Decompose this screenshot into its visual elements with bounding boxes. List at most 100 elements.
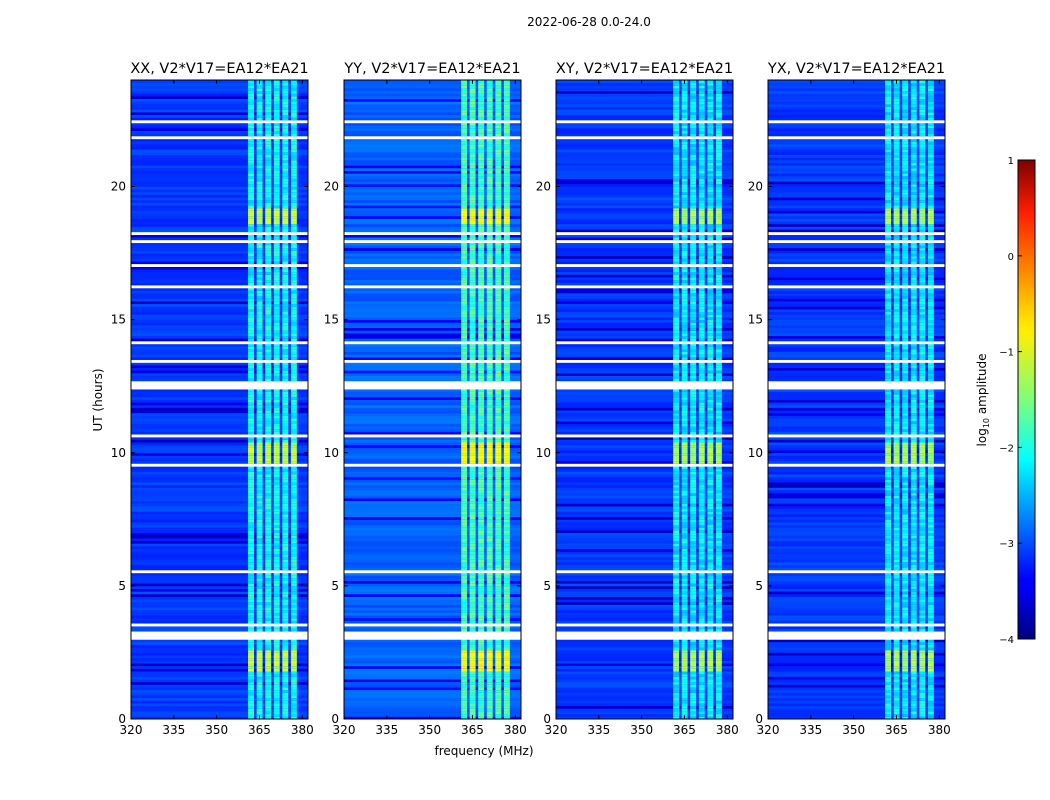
rfi-cell <box>503 657 510 661</box>
rfi-cell <box>503 141 510 145</box>
rfi-cell <box>495 101 502 105</box>
row-cell <box>556 356 733 360</box>
rfi-cell <box>461 484 468 488</box>
flagged-row <box>131 631 308 635</box>
rfi-cell <box>707 354 714 358</box>
row-cell <box>344 127 521 131</box>
rfi-cell <box>461 665 468 669</box>
rfi-cell <box>265 122 272 126</box>
rfi-cell <box>248 319 255 323</box>
rfi-cell <box>282 655 289 659</box>
rfi-cell <box>715 170 722 174</box>
rfi-cell <box>503 205 510 209</box>
rfi-cell <box>495 370 502 374</box>
rfi-cell <box>503 295 510 299</box>
rfi-cell <box>256 109 263 113</box>
row-cell <box>556 343 733 347</box>
rfi-cell <box>256 394 263 398</box>
rfi-cell <box>290 415 297 419</box>
row-cell <box>344 367 521 371</box>
rfi-cell <box>707 716 714 720</box>
rfi-cell <box>265 703 272 707</box>
rfi-cell <box>290 303 297 307</box>
rfi-cell <box>248 553 255 557</box>
rfi-cell <box>690 101 697 105</box>
rfi-cell <box>698 170 705 174</box>
figure-title: 2022-06-28 0.0-24.0 <box>527 15 651 29</box>
row-cell <box>556 229 733 233</box>
rfi-cell <box>698 535 705 539</box>
row-cell <box>131 269 308 273</box>
rfi-cell <box>469 625 476 629</box>
row-cell <box>344 700 521 704</box>
rfi-cell <box>469 543 476 547</box>
rfi-cell <box>248 293 255 297</box>
rfi-cell <box>503 561 510 565</box>
rfi-cell <box>715 103 722 108</box>
rfi-cell <box>690 146 697 150</box>
rfi-cell <box>698 314 705 318</box>
row-cell <box>556 607 733 611</box>
rfi-cell <box>469 322 476 326</box>
rfi-cell <box>290 173 297 177</box>
rfi-cell <box>273 639 280 643</box>
rfi-cell <box>495 87 502 92</box>
rfi-cell <box>256 343 263 347</box>
rfi-cell <box>265 117 272 121</box>
rfi-cell <box>282 141 289 145</box>
rfi-cell <box>265 684 272 688</box>
rfi-cell <box>503 487 510 491</box>
rfi-cell <box>256 665 263 669</box>
rfi-cell <box>273 482 280 486</box>
rfi-cell <box>707 146 714 150</box>
row-cell <box>556 599 733 603</box>
rfi-cell <box>469 250 476 254</box>
rfi-cell <box>469 141 476 145</box>
rfi-cell <box>469 482 476 486</box>
rfi-cell <box>265 202 272 206</box>
row-cell <box>556 511 733 515</box>
flagged-row <box>556 569 733 574</box>
rfi-cell <box>256 143 263 147</box>
x-tick-label: 350 <box>205 723 228 737</box>
rfi-cell <box>698 322 705 326</box>
rfi-cell <box>282 596 289 600</box>
rfi-cell <box>707 199 714 203</box>
rfi-cell <box>290 335 297 339</box>
rfi-cell <box>248 532 255 536</box>
rfi-cell <box>690 354 697 358</box>
rfi-cell <box>673 271 680 275</box>
rfi-cell <box>273 170 280 174</box>
rfi-cell <box>469 290 476 294</box>
rfi-cell <box>248 527 255 531</box>
row-cell <box>344 314 521 318</box>
rfi-cell <box>715 287 722 291</box>
rfi-cell <box>469 553 476 557</box>
rfi-cell <box>478 372 485 376</box>
rfi-cell <box>673 277 680 281</box>
rfi-cell <box>690 444 697 448</box>
rfi-cell <box>673 474 680 478</box>
rfi-cell <box>461 348 468 352</box>
row-cell <box>131 394 308 398</box>
rfi-cell <box>256 138 263 142</box>
rfi-cell <box>486 516 493 520</box>
rfi-cell <box>265 572 272 576</box>
rfi-cell <box>927 663 934 667</box>
rfi-cell <box>248 375 255 379</box>
rfi-cell <box>469 388 476 392</box>
rfi-cell <box>282 117 289 121</box>
rfi-cell <box>707 575 714 579</box>
rfi-cell <box>248 484 255 488</box>
rfi-cell <box>673 410 680 414</box>
row-cell <box>131 205 308 209</box>
rfi-cell <box>698 442 705 446</box>
rfi-cell <box>690 85 697 89</box>
rfi-cell <box>469 394 476 398</box>
row-cell <box>131 338 308 342</box>
row-cell <box>131 234 308 238</box>
rfi-cell <box>248 444 255 448</box>
rfi-cell <box>707 253 714 257</box>
rfi-cell <box>690 165 697 169</box>
rfi-cell <box>486 567 493 571</box>
